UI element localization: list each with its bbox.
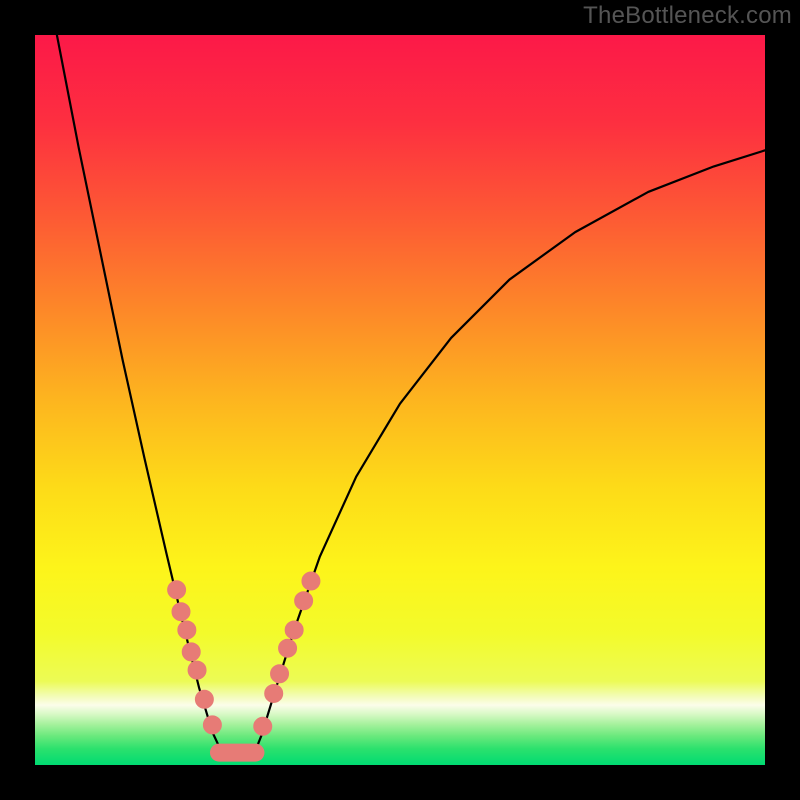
marker-left-3	[182, 643, 200, 661]
marker-left-1	[172, 603, 190, 621]
marker-left-0	[168, 581, 186, 599]
marker-right-4	[285, 621, 303, 639]
marker-left-4	[188, 661, 206, 679]
marker-left-2	[178, 621, 196, 639]
marker-right-6	[302, 572, 320, 590]
chart-svg	[0, 0, 800, 800]
plot-background-gradient	[35, 35, 765, 765]
marker-right-0	[254, 717, 272, 735]
marker-left-5	[195, 690, 213, 708]
marker-right-1	[265, 684, 283, 702]
marker-left-6	[203, 716, 221, 734]
marker-right-5	[295, 592, 313, 610]
chart-stage: TheBottleneck.com	[0, 0, 800, 800]
marker-right-3	[279, 639, 297, 657]
marker-right-2	[271, 665, 289, 683]
marker-bottom-pill	[210, 744, 265, 762]
watermark-text: TheBottleneck.com	[583, 2, 792, 30]
